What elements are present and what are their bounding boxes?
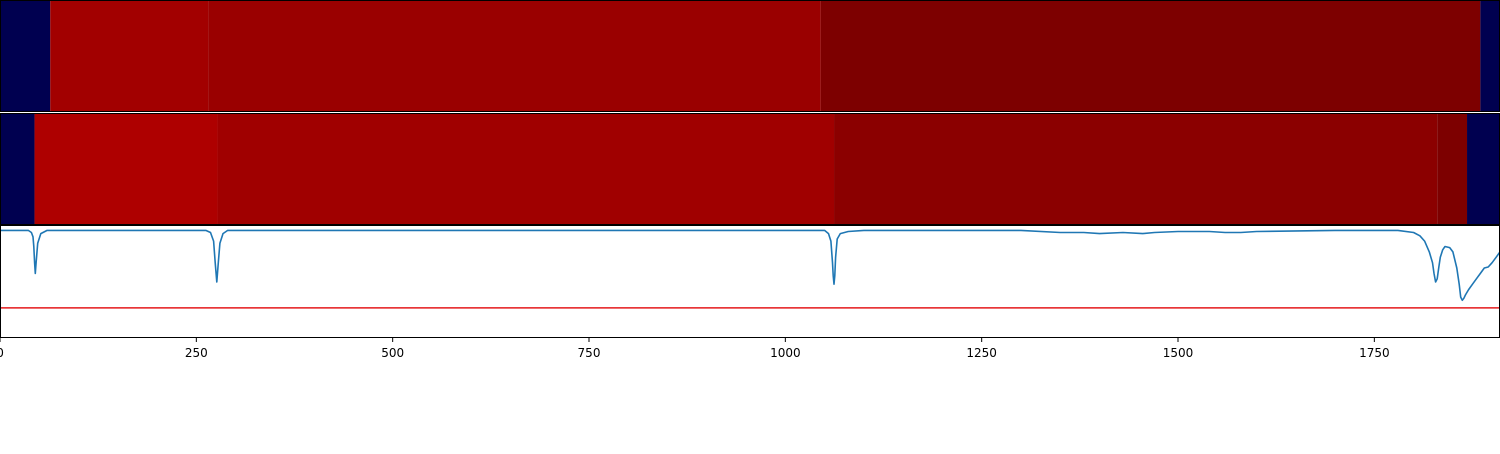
x-tick-label: 1750 <box>1359 346 1390 360</box>
x-tick-label: 1000 <box>770 346 801 360</box>
plot-background <box>0 225 1500 338</box>
x-tick-label: 500 <box>381 346 404 360</box>
x-tick-label: 250 <box>185 346 208 360</box>
x-tick-label: 1500 <box>1163 346 1194 360</box>
heatmap-segment <box>0 0 51 112</box>
heatmap-segment <box>208 0 821 112</box>
heatmap-segment <box>834 113 1438 225</box>
line-plot-panel <box>0 225 1500 338</box>
x-axis: 0 250 500 750 1000 1250 1500 1750 <box>0 338 1390 360</box>
heatmap-segment <box>0 113 35 225</box>
heatmap-segment <box>34 113 218 225</box>
heatmap-segment <box>1480 0 1500 112</box>
heatmap-panel-top <box>0 0 1500 112</box>
heatmap-segment <box>1437 113 1468 225</box>
heatmap-panel-middle <box>0 113 1500 225</box>
heatmap-segment <box>50 0 209 112</box>
x-tick-label: 1250 <box>966 346 997 360</box>
heatmap-segment <box>1467 113 1500 225</box>
heatmap-segment <box>820 0 1481 112</box>
series-line <box>0 229 1500 302</box>
heatmap-segment <box>217 113 835 225</box>
x-tick-label: 750 <box>578 346 601 360</box>
x-tick-label: 0 <box>0 346 4 360</box>
